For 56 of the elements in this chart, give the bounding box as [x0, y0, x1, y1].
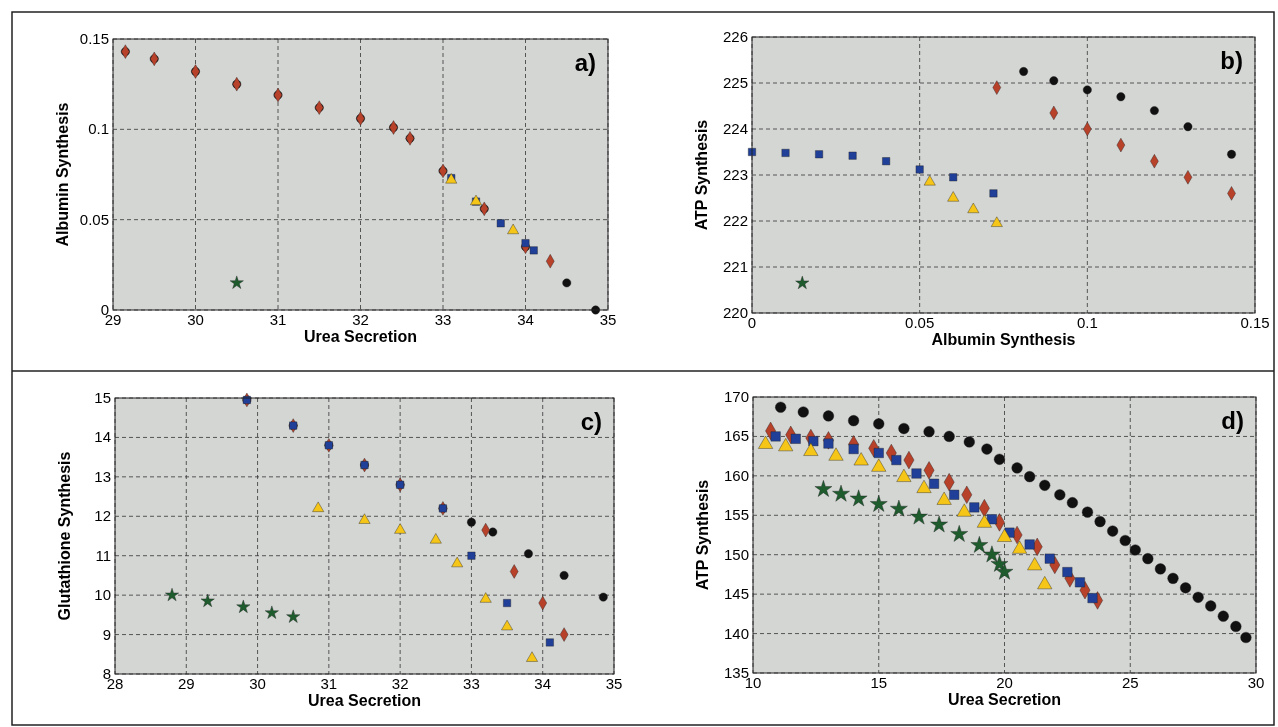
x-tick-label: 0.15 — [1240, 314, 1270, 331]
x-tick-label: 30 — [249, 675, 266, 692]
x-axis-title: Urea Secretion — [948, 691, 1061, 708]
y-tick-label: 155 — [723, 506, 749, 524]
x-tick-label: 30 — [187, 311, 204, 328]
x-tick-label: 35 — [599, 311, 617, 328]
x-tick-label: 33 — [434, 311, 452, 328]
y-tick-label: 10 — [94, 586, 111, 604]
annotation: b) — [1220, 47, 1243, 74]
x-tick-label: 32 — [352, 311, 369, 328]
x-tick-label: 32 — [391, 675, 409, 692]
x-tick-label: 31 — [320, 675, 338, 692]
y-tick-label: 9 — [102, 625, 111, 643]
y-tick-label: 12 — [94, 507, 111, 525]
x-tick-label: 30 — [1247, 674, 1265, 691]
y-tick-label: 222 — [722, 212, 748, 229]
x-axis-title: Urea Secretion — [304, 328, 417, 345]
y-tick-label: 225 — [722, 74, 748, 91]
annotation: c) — [580, 408, 602, 435]
x-tick-label: 0.05 — [905, 314, 935, 331]
x-axis-title: Urea Secretion — [308, 692, 421, 709]
y-tick-label: 226 — [722, 28, 748, 45]
x-tick-label: 15 — [870, 674, 888, 691]
y-tick-label: 14 — [94, 428, 111, 446]
y-axis-title: ATP Synthesis — [693, 119, 710, 231]
annotation: d) — [1221, 407, 1244, 434]
y-tick-label: 220 — [722, 304, 748, 321]
y-tick-label: 11 — [95, 546, 111, 564]
y-tick-label: 13 — [94, 467, 111, 485]
x-tick-label: 35 — [605, 675, 623, 692]
y-tick-label: 0.1 — [88, 120, 109, 138]
y-tick-label: 223 — [722, 166, 748, 183]
annotation: a) — [574, 49, 596, 76]
x-tick-label: 29 — [177, 675, 195, 692]
y-tick-label: 224 — [722, 120, 748, 137]
y-tick-label: 150 — [723, 545, 749, 563]
y-tick-label: 221 — [722, 258, 748, 275]
y-axis-title: Albumin Synthesis — [54, 102, 71, 247]
x-tick-label: 31 — [269, 311, 287, 328]
x-tick-label: 20 — [996, 674, 1013, 691]
y-tick-label: 145 — [723, 585, 749, 603]
x-tick-label: 33 — [463, 675, 480, 692]
y-tick-label: 0.15 — [79, 30, 109, 47]
y-tick-label: 170 — [723, 388, 749, 405]
y-tick-label: 0.05 — [79, 210, 109, 228]
y-axis-title: ATP Synthesis — [694, 479, 711, 591]
x-axis-title: Albumin Synthesis — [931, 331, 1076, 348]
y-tick-label: 140 — [723, 624, 749, 642]
y-tick-label: 160 — [723, 466, 749, 484]
x-tick-label: 0.1 — [1076, 314, 1098, 331]
y-axis-title: Glutathione Synthesis — [56, 451, 73, 621]
x-tick-label: 34 — [517, 311, 534, 328]
y-tick-label: 165 — [723, 427, 749, 445]
x-tick-label: 25 — [1121, 674, 1139, 691]
x-tick-label: 34 — [534, 675, 552, 692]
y-tick-label: 15 — [94, 389, 111, 406]
